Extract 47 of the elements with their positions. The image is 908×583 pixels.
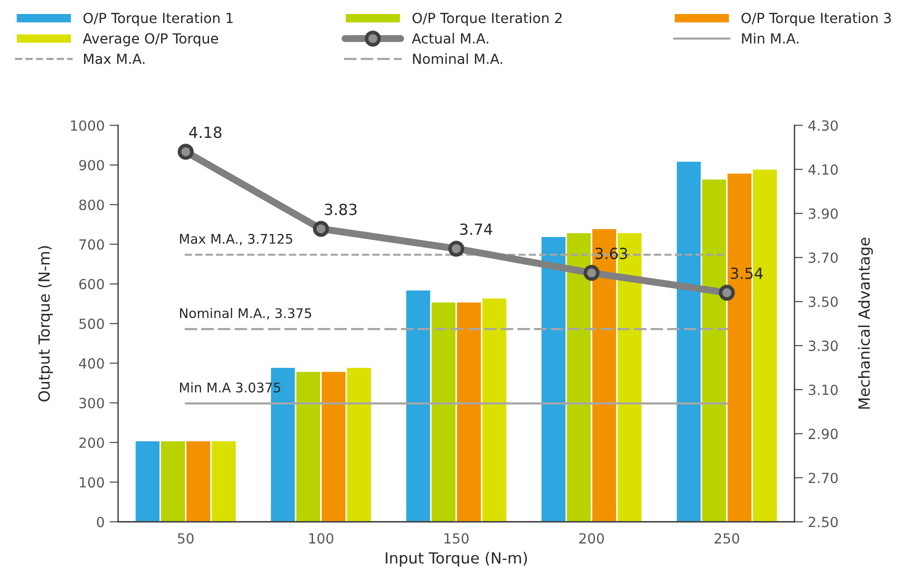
legend-label: Max M.A. bbox=[84, 54, 144, 64]
y2-tick-label: 3.30 bbox=[808, 340, 838, 352]
x-tick-label: 200 bbox=[579, 533, 604, 544]
data-label: 4.18 bbox=[189, 126, 222, 138]
y2-tick-label: 2.50 bbox=[808, 516, 838, 528]
y2-tick-label: 3.70 bbox=[808, 252, 838, 263]
legend-label: Actual M.A. bbox=[412, 32, 488, 44]
y-tick-label: 200 bbox=[79, 437, 104, 448]
y-tick-label: 800 bbox=[79, 200, 104, 210]
point bbox=[312, 220, 329, 237]
y-tick-label: 600 bbox=[79, 278, 104, 290]
y-tick-label: 400 bbox=[79, 358, 104, 369]
y2-tick-label: 2.90 bbox=[808, 428, 838, 440]
y2-tick-label: 4.30 bbox=[808, 120, 838, 131]
y2-tick-label: 3.10 bbox=[808, 384, 838, 396]
annotation: Nominal M.A., 3.375 bbox=[180, 308, 312, 320]
legend-label: O/P Torque Iteration 3 bbox=[742, 12, 891, 26]
point bbox=[178, 144, 194, 160]
legend-label: Average O/P Torque bbox=[82, 33, 218, 46]
y-tick-label: 700 bbox=[79, 239, 104, 250]
y-tick-label: 100 bbox=[80, 477, 104, 488]
y-tick-label: 300 bbox=[79, 398, 104, 408]
y-tick-label: 0 bbox=[96, 516, 104, 528]
y2-tick-label: 2.70 bbox=[808, 472, 838, 484]
annotation: Max M.A., 3.7125 bbox=[180, 234, 292, 246]
x-axis-title: Input Torque (N-m) bbox=[386, 552, 527, 567]
legend-label: Nominal M.A. bbox=[413, 53, 502, 64]
legend-label: Min M.A. bbox=[742, 32, 798, 44]
y2-tick-label: 4.10 bbox=[808, 164, 838, 175]
y-tick-label: 500 bbox=[79, 318, 104, 330]
x-tick-label: 150 bbox=[444, 533, 469, 544]
legend-label: O/P Torque Iteration 2 bbox=[412, 12, 562, 26]
legend-label: O/P Torque Iteration 1 bbox=[83, 12, 233, 26]
point bbox=[718, 284, 735, 301]
y-tick-label: 1000 bbox=[71, 120, 104, 131]
y2-tick-label: 3.90 bbox=[808, 208, 838, 219]
y-axis-title: Output Torque (N-m) bbox=[38, 246, 53, 402]
point bbox=[448, 240, 464, 257]
x-tick-label: 100 bbox=[309, 533, 334, 544]
y-tick-label: 900 bbox=[79, 160, 104, 170]
x-tick-label: 50 bbox=[178, 533, 194, 544]
y2-axis-title: Mechanical Advantage bbox=[858, 238, 873, 409]
data-label: 3.83 bbox=[324, 204, 357, 216]
data-label: 3.74 bbox=[460, 223, 492, 236]
y2-tick-label: 3.50 bbox=[808, 296, 838, 308]
x-tick-label: 250 bbox=[714, 533, 740, 544]
point bbox=[584, 264, 600, 281]
